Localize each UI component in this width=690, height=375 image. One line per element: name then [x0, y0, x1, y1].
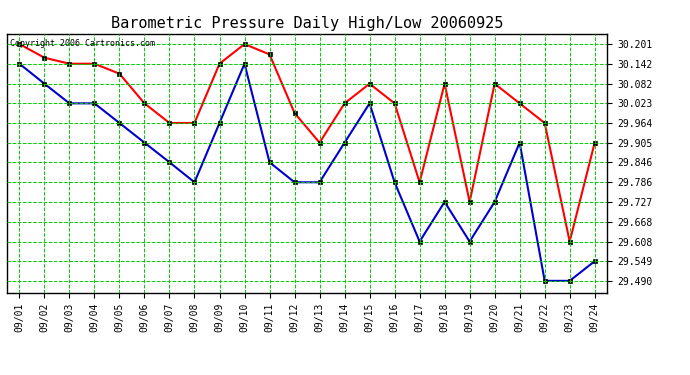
Title: Barometric Pressure Daily High/Low 20060925: Barometric Pressure Daily High/Low 20060…: [111, 16, 503, 31]
Text: Copyright 2006 Cartronics.com: Copyright 2006 Cartronics.com: [10, 39, 155, 48]
